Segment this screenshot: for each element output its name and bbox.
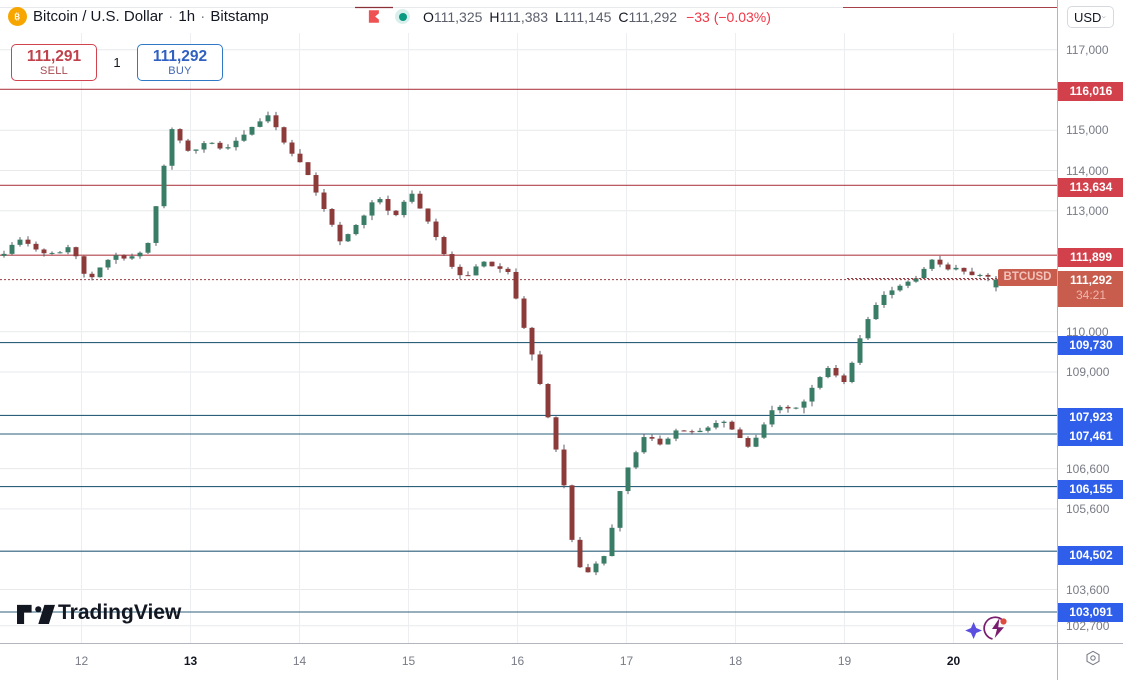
svg-text:B: B bbox=[14, 12, 20, 21]
